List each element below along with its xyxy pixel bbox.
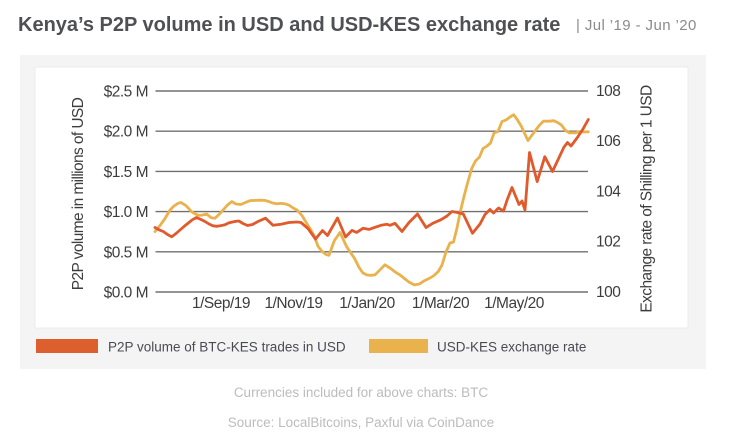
svg-text:P2P volume in millions of USD: P2P volume in millions of USD: [70, 97, 87, 290]
svg-text:P2P volume of BTC-KES trades i: P2P volume of BTC-KES trades in USD: [108, 340, 346, 355]
svg-text:100: 100: [596, 284, 621, 301]
svg-text:| Jul ’19 - Jun ’20: | Jul ’19 - Jun ’20: [576, 17, 697, 34]
svg-text:1/May/20: 1/May/20: [484, 295, 545, 312]
svg-text:Currencies included for above: Currencies included for above charts: BT…: [234, 385, 489, 400]
svg-text:1/Nov/19: 1/Nov/19: [264, 295, 322, 312]
svg-text:1/Jan/20: 1/Jan/20: [339, 295, 395, 312]
svg-text:$2.0 M: $2.0 M: [104, 124, 148, 141]
svg-text:Kenya’s P2P volume in USD and: Kenya’s P2P volume in USD and USD-KES ex…: [18, 14, 560, 36]
svg-text:1/Mar/20: 1/Mar/20: [412, 295, 470, 312]
svg-text:USD-KES exchange rate: USD-KES exchange rate: [437, 340, 586, 355]
svg-text:$0.5 M: $0.5 M: [104, 244, 148, 261]
svg-text:Exchange rate of Shilling per: Exchange rate of Shilling per 1 USD: [639, 85, 656, 313]
svg-text:$1.0 M: $1.0 M: [104, 204, 148, 221]
svg-text:Source: LocalBitcoins, Paxful: Source: LocalBitcoins, Paxful via CoinDa…: [228, 415, 494, 430]
svg-text:$1.5 M: $1.5 M: [104, 164, 148, 181]
svg-text:1/Sep/19: 1/Sep/19: [192, 295, 250, 312]
svg-text:$0.0 M: $0.0 M: [104, 285, 148, 302]
svg-text:$2.5 M: $2.5 M: [104, 84, 148, 101]
svg-text:106: 106: [596, 133, 620, 150]
svg-text:104: 104: [596, 183, 621, 200]
svg-text:108: 108: [596, 83, 620, 100]
svg-text:102: 102: [596, 234, 620, 251]
